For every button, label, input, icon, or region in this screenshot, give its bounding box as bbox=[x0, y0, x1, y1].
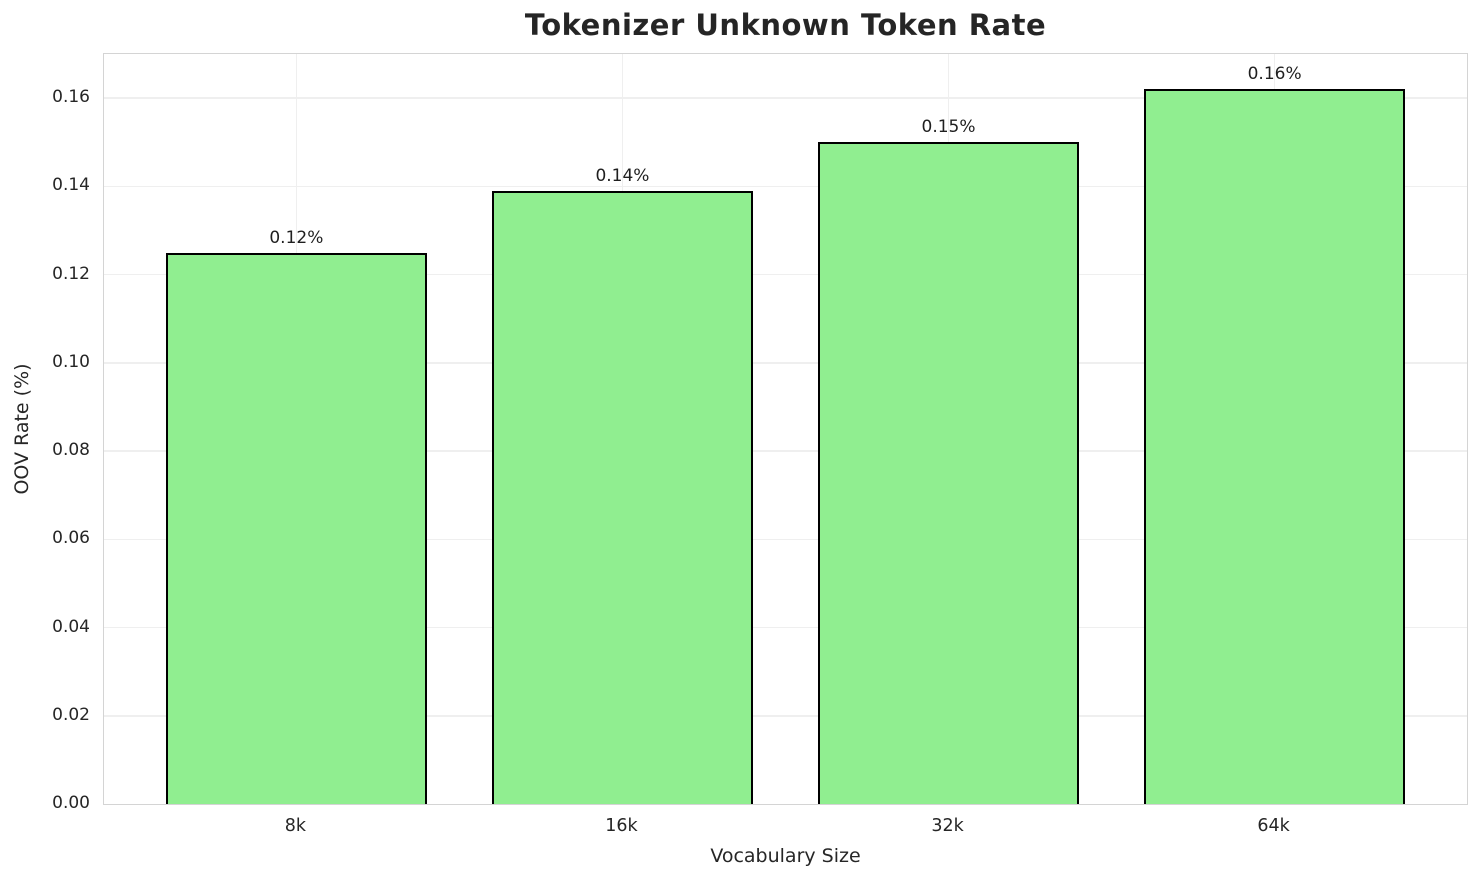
x-tick-label: 64k bbox=[1257, 816, 1290, 836]
bar-value-label: 0.12% bbox=[269, 227, 324, 248]
y-tick-label: 0.14 bbox=[52, 175, 90, 196]
x-tick-label: 8k bbox=[284, 816, 307, 836]
bar bbox=[492, 190, 753, 804]
bar-value-label: 0.14% bbox=[595, 165, 650, 186]
h-gridline bbox=[104, 715, 1467, 717]
bar bbox=[818, 142, 1079, 804]
bar-value-label: 0.15% bbox=[921, 117, 976, 138]
y-tick-label: 0.10 bbox=[52, 351, 90, 372]
h-gridline bbox=[104, 185, 1467, 188]
h-gridline bbox=[104, 273, 1467, 276]
y-tick-labels: 0.00 0.02 0.04 0.06 0.08 0.10 0.12 0.14 0.16 bbox=[0, 53, 90, 813]
y-tick-label: 0.06 bbox=[52, 528, 90, 549]
x-tick-label: 32k bbox=[931, 816, 964, 836]
x-tick-labels: 8k 16k 32k 64k bbox=[103, 805, 1468, 845]
y-tick-label: 0.16 bbox=[52, 87, 90, 108]
chart-title: Tokenizer Unknown Token Rate bbox=[524, 8, 1047, 42]
h-gridline bbox=[104, 450, 1467, 452]
h-gridline bbox=[104, 626, 1467, 629]
h-gridline bbox=[104, 362, 1467, 364]
x-axis-label: Vocabulary Size bbox=[710, 845, 861, 867]
y-tick-label: 0.04 bbox=[52, 616, 90, 637]
bar-value-label: 0.16% bbox=[1247, 64, 1302, 85]
bar bbox=[1144, 89, 1406, 804]
bar bbox=[165, 252, 427, 804]
y-tick-label: 0.02 bbox=[52, 704, 90, 725]
y-tick-label: 0.12 bbox=[52, 263, 90, 284]
h-gridline bbox=[104, 97, 1467, 99]
x-tick-label: 16k bbox=[605, 816, 638, 836]
y-tick-label: 0.08 bbox=[52, 440, 90, 461]
h-gridline bbox=[104, 538, 1467, 541]
plot-area: 0.12% 0.14% 0.15% 0.16% bbox=[103, 53, 1468, 805]
y-tick-label: 0.00 bbox=[52, 793, 90, 813]
